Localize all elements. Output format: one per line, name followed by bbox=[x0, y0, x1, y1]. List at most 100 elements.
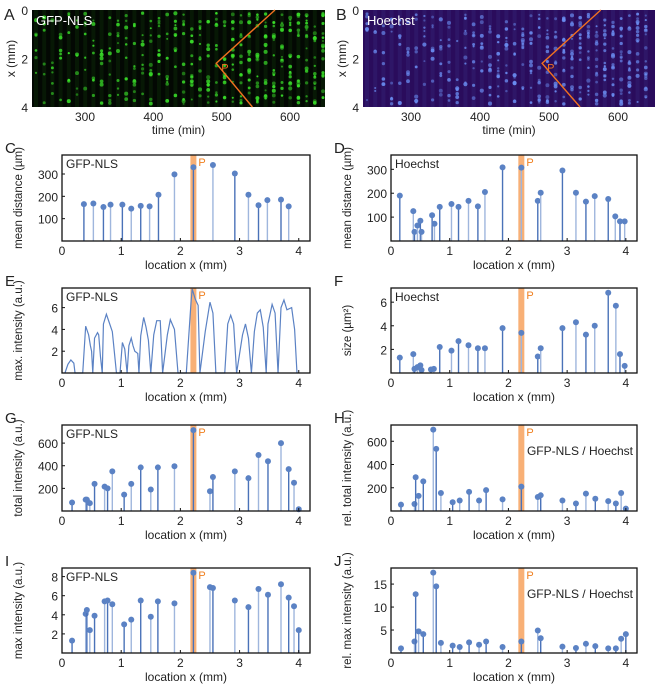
kymograph-nucleus bbox=[51, 61, 54, 65]
kymograph-nucleus bbox=[108, 101, 112, 105]
kymograph-nucleus bbox=[305, 19, 308, 22]
data-point bbox=[474, 345, 481, 352]
data-point bbox=[154, 598, 161, 605]
kymograph-nucleus bbox=[91, 76, 96, 80]
x-axis-label: location x (mm) bbox=[473, 670, 555, 684]
kymograph-nucleus bbox=[487, 54, 493, 59]
kymograph-nucleus bbox=[67, 31, 71, 35]
y-tick-label: 4 bbox=[21, 101, 28, 115]
kymograph-nucleus bbox=[594, 92, 599, 97]
kymograph-stripe bbox=[553, 10, 558, 107]
kymograph-nucleus bbox=[390, 30, 393, 33]
kymograph-nucleus bbox=[472, 67, 475, 70]
kymograph-nucleus bbox=[602, 73, 607, 78]
kymograph-nucleus bbox=[99, 101, 104, 105]
kymograph-nucleus bbox=[636, 17, 640, 21]
data-point bbox=[605, 289, 612, 296]
kymograph-nucleus bbox=[165, 12, 170, 17]
data-point bbox=[612, 213, 619, 220]
y-axis-label: rel. max intensity (a.u.) bbox=[342, 552, 354, 668]
kymograph-nucleus bbox=[51, 81, 54, 85]
kymograph-nucleus bbox=[272, 24, 276, 28]
kymograph-nucleus bbox=[296, 14, 301, 18]
kymograph-stripe bbox=[181, 10, 186, 107]
kymograph-nucleus bbox=[231, 68, 235, 71]
kymograph-nucleus bbox=[529, 59, 533, 64]
kymograph-nucleus bbox=[165, 56, 169, 60]
kymograph-nucleus bbox=[190, 27, 194, 31]
kymograph-stripe bbox=[594, 10, 599, 107]
data-point bbox=[572, 319, 579, 326]
x-tick-label: 3 bbox=[564, 514, 571, 528]
data-point bbox=[121, 621, 128, 628]
kymograph-nucleus bbox=[537, 101, 541, 104]
kymograph-nucleus bbox=[157, 72, 161, 76]
kymograph-nucleus bbox=[223, 80, 226, 83]
data-point bbox=[69, 637, 76, 644]
kymograph-nucleus bbox=[521, 42, 525, 46]
x-tick-label: 0 bbox=[388, 514, 395, 528]
kymograph-nucleus bbox=[165, 32, 169, 36]
kymograph-nucleus bbox=[397, 101, 402, 106]
kymograph-nucleus bbox=[463, 82, 468, 87]
x-tick-label: 2 bbox=[505, 376, 512, 390]
kymograph-nucleus bbox=[586, 24, 591, 29]
kymograph-nucleus bbox=[141, 63, 144, 67]
kymograph-nucleus bbox=[390, 96, 393, 99]
kymograph-nucleus bbox=[553, 35, 558, 39]
kymograph-stripe bbox=[627, 10, 632, 107]
kymograph-nucleus bbox=[455, 100, 459, 105]
kymograph-stripe bbox=[107, 10, 112, 107]
kymograph-nucleus bbox=[181, 62, 186, 67]
kymograph-nucleus bbox=[247, 53, 251, 57]
kymograph-nucleus bbox=[206, 79, 211, 84]
kymograph-nucleus bbox=[271, 81, 276, 86]
kymograph-nucleus bbox=[313, 64, 316, 68]
kymograph-nucleus bbox=[255, 81, 260, 85]
kymograph-nucleus bbox=[578, 58, 582, 62]
data-point bbox=[433, 583, 440, 590]
kymograph-nucleus bbox=[464, 13, 467, 17]
kymograph-nucleus bbox=[521, 27, 525, 31]
kymograph-nucleus bbox=[447, 44, 451, 48]
data-point bbox=[448, 200, 455, 207]
kymograph-nucleus bbox=[471, 96, 476, 100]
x-tick-label: 400 bbox=[470, 110, 490, 124]
data-point bbox=[397, 645, 404, 652]
kymograph-nucleus bbox=[635, 26, 640, 30]
y-tick-label: 15 bbox=[374, 578, 388, 592]
kymograph-nucleus bbox=[223, 24, 226, 28]
kymograph-nucleus bbox=[206, 88, 211, 92]
kymograph-nucleus bbox=[610, 54, 616, 59]
kymograph-nucleus bbox=[67, 78, 71, 82]
kymograph-nucleus bbox=[108, 93, 112, 98]
kymograph-nucleus bbox=[305, 33, 309, 37]
x-tick-label: 4 bbox=[295, 244, 302, 258]
kymograph-nucleus bbox=[141, 92, 144, 96]
kymograph-nucleus bbox=[255, 52, 260, 57]
kymograph-nucleus bbox=[182, 13, 185, 16]
data-point bbox=[499, 496, 506, 503]
kymograph-nucleus bbox=[627, 101, 631, 105]
kymograph-nucleus bbox=[488, 27, 492, 31]
data-point bbox=[255, 451, 262, 458]
kymograph-nucleus bbox=[644, 76, 648, 81]
kymograph-nucleus bbox=[487, 101, 493, 106]
x-tick-label: 3 bbox=[564, 244, 571, 258]
kymograph-nucleus bbox=[271, 34, 276, 39]
kymograph-nucleus bbox=[389, 102, 394, 106]
kymograph-nucleus bbox=[430, 48, 435, 53]
kymograph-nucleus bbox=[263, 94, 268, 99]
kymograph-nucleus bbox=[222, 57, 227, 61]
x-tick-label: 0 bbox=[59, 656, 66, 670]
panel-letter: I bbox=[5, 553, 9, 570]
data-point bbox=[582, 331, 589, 338]
kymograph-nucleus bbox=[67, 12, 71, 16]
kymograph-nucleus bbox=[423, 19, 426, 22]
kymograph-nucleus bbox=[263, 81, 268, 85]
kymograph-nucleus bbox=[537, 94, 542, 99]
kymograph-nucleus bbox=[124, 25, 129, 30]
data-point bbox=[476, 641, 483, 648]
kymograph-nucleus bbox=[83, 21, 87, 25]
x-axis-label: location x (mm) bbox=[473, 390, 555, 404]
